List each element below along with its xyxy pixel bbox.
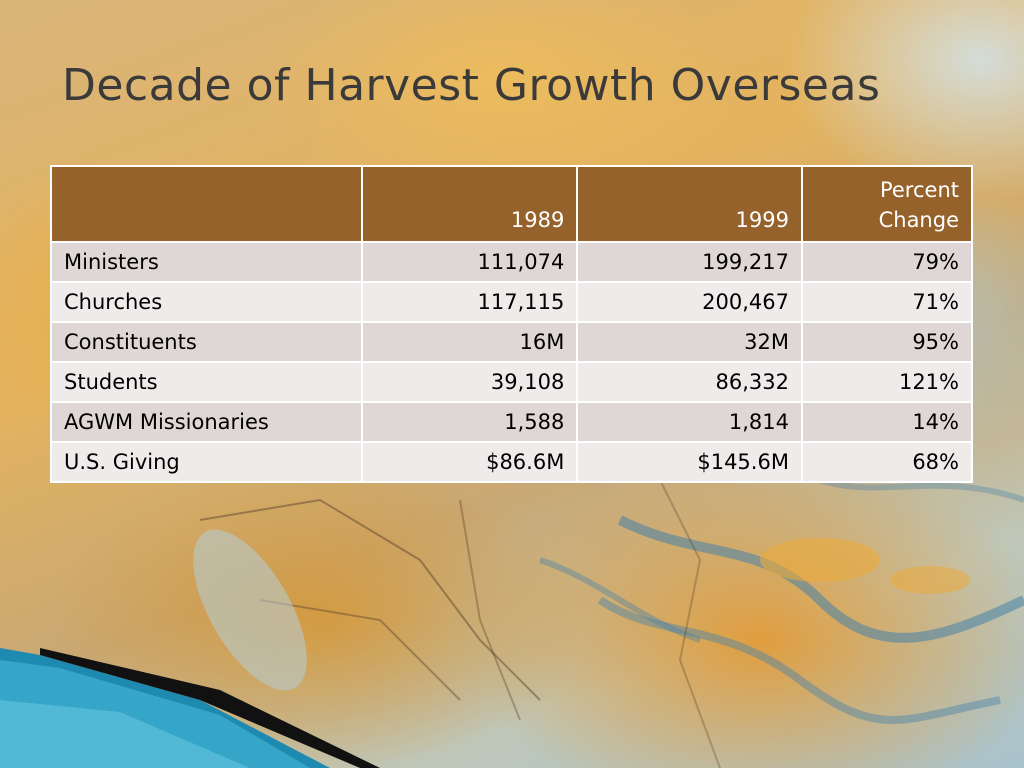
value-1989: 1,588 <box>360 401 579 443</box>
value-percent-change: 95% <box>800 321 974 363</box>
value-1999: 199,217 <box>576 241 803 283</box>
growth-table: 1989 1999 Percent Change Ministers 111,0… <box>50 165 974 483</box>
row-label: Constituents <box>50 321 363 363</box>
header-cell-1989: 1989 <box>360 165 579 243</box>
value-1999: 32M <box>576 321 803 363</box>
value-percent-change: 14% <box>800 401 974 443</box>
header-row: 1989 1999 Percent Change <box>50 165 974 243</box>
value-1989: 16M <box>360 321 579 363</box>
value-1989: 39,108 <box>360 361 579 403</box>
header-cell-percent-change: Percent Change <box>800 165 974 243</box>
table-row: U.S. Giving $86.6M $145.6M 68% <box>50 441 974 483</box>
value-percent-change: 79% <box>800 241 974 283</box>
value-1999: $145.6M <box>576 441 803 483</box>
value-1989: $86.6M <box>360 441 579 483</box>
row-label: Churches <box>50 281 363 323</box>
row-label: Students <box>50 361 363 403</box>
value-1989: 117,115 <box>360 281 579 323</box>
table-row: AGWM Missionaries 1,588 1,814 14% <box>50 401 974 443</box>
row-label: AGWM Missionaries <box>50 401 363 443</box>
value-percent-change: 71% <box>800 281 974 323</box>
row-label: U.S. Giving <box>50 441 363 483</box>
value-1999: 86,332 <box>576 361 803 403</box>
value-1989: 111,074 <box>360 241 579 283</box>
row-label: Ministers <box>50 241 363 283</box>
value-1999: 200,467 <box>576 281 803 323</box>
header-cell-1999: 1999 <box>576 165 803 243</box>
value-1999: 1,814 <box>576 401 803 443</box>
header-cell-blank <box>50 165 363 243</box>
value-percent-change: 68% <box>800 441 974 483</box>
slide-title: Decade of Harvest Growth Overseas <box>62 60 881 111</box>
value-percent-change: 121% <box>800 361 974 403</box>
header-percent-change-label: Percent Change <box>878 178 959 232</box>
table-row: Ministers 111,074 199,217 79% <box>50 241 974 283</box>
table-row: Constituents 16M 32M 95% <box>50 321 974 363</box>
table-row: Churches 117,115 200,467 71% <box>50 281 974 323</box>
table-row: Students 39,108 86,332 121% <box>50 361 974 403</box>
